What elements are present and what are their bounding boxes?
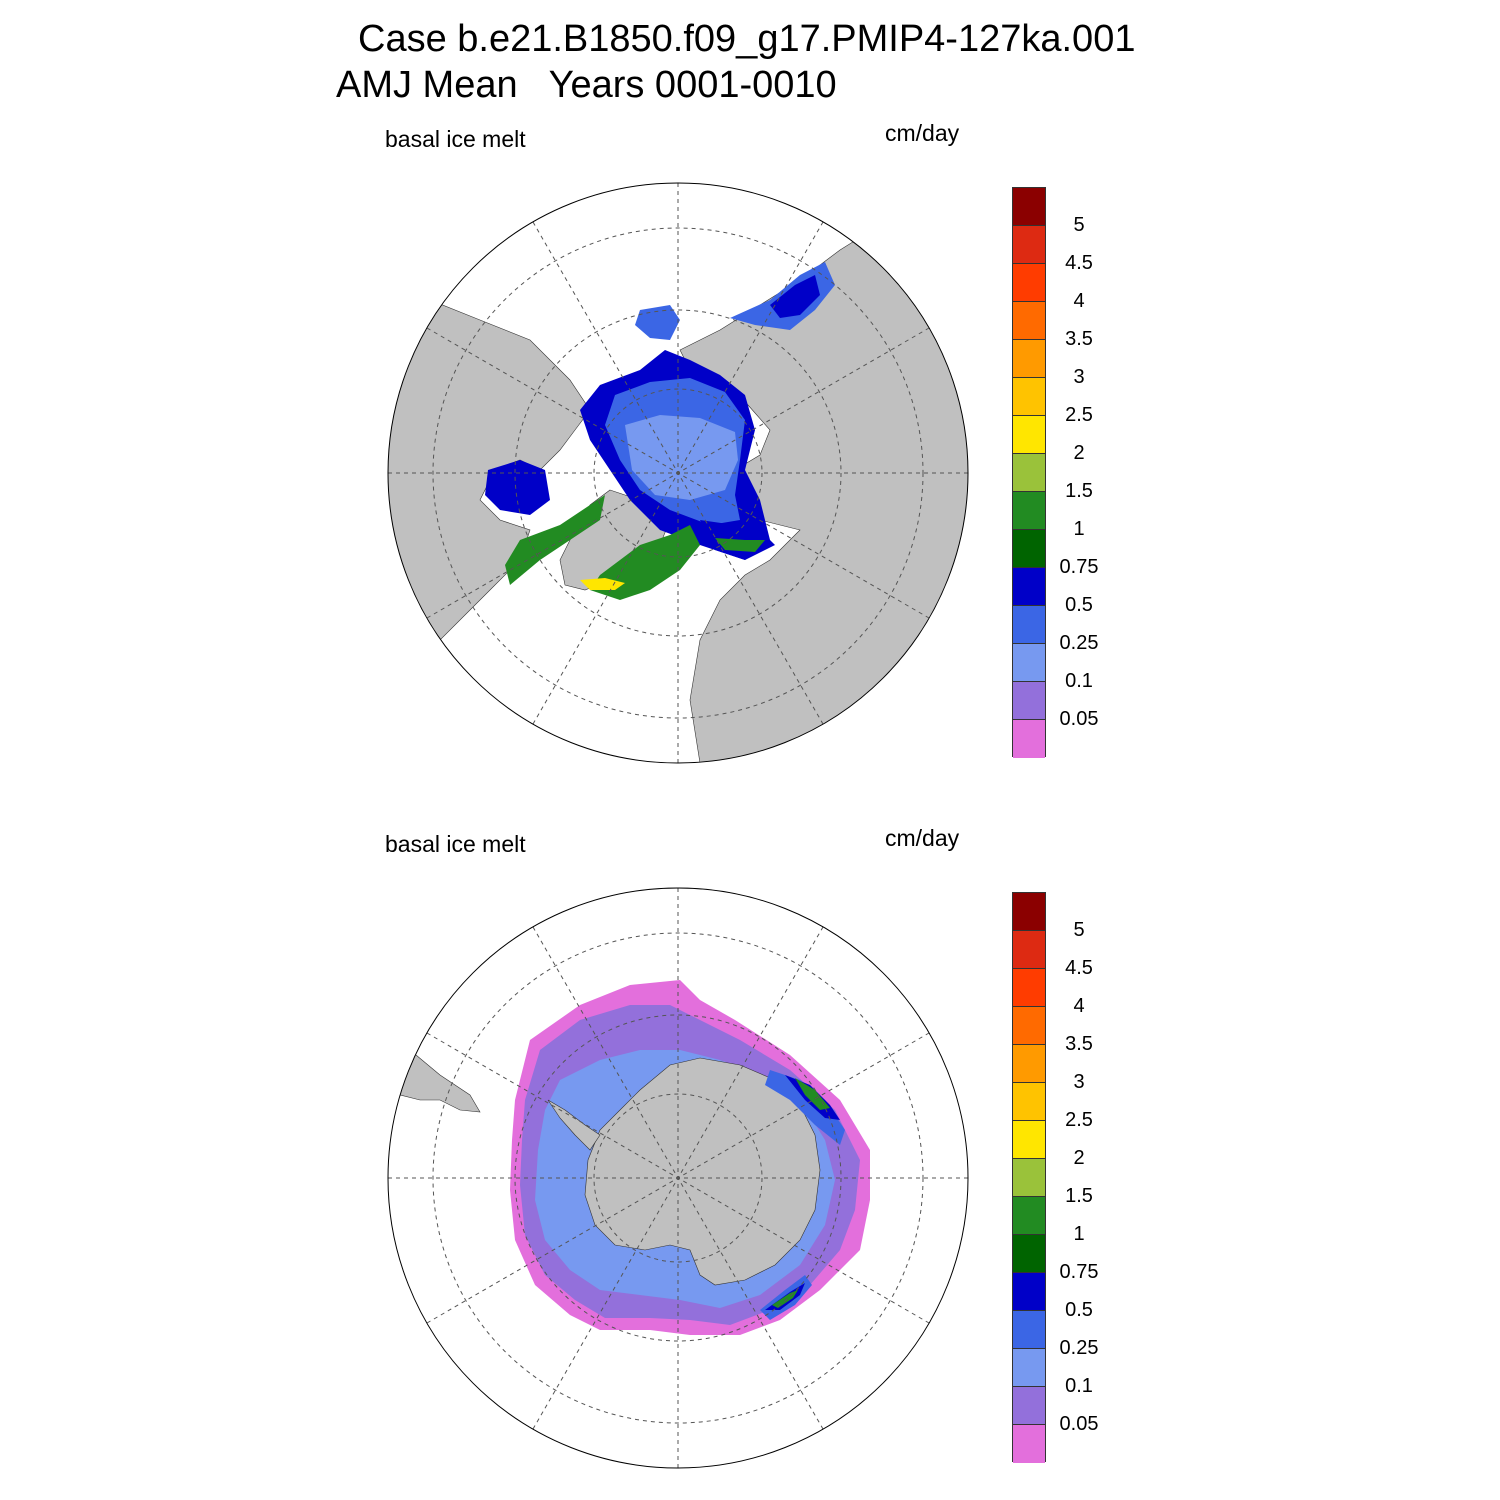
land-eurasia (679, 224, 968, 763)
north-colorbar-swatch (1013, 302, 1045, 340)
south-colorbar-label: 0.05 (1059, 1413, 1099, 1435)
south-colorbar (1012, 892, 1046, 1463)
sea-ice-bering (635, 305, 680, 340)
sea-ice-hudson-bay (485, 460, 550, 515)
sea-ice-coastal-blue (765, 1070, 845, 1145)
south-colorbar-label: 4 (1073, 995, 1085, 1017)
south-colorbar-swatch (1013, 1159, 1045, 1197)
north-colorbar-swatch (1013, 644, 1045, 682)
north-colorbar-label: 3.5 (1065, 328, 1093, 350)
sea-ice-arctic-light (625, 415, 738, 500)
south-colorbar-swatch (1013, 1311, 1045, 1349)
south-colorbar-label: 2 (1073, 1147, 1085, 1169)
north-colorbar-label: 0.75 (1059, 556, 1099, 578)
figure-subtitle: AMJ Mean Years 0001-0010 (336, 64, 837, 106)
north-colorbar-swatch (1013, 568, 1045, 606)
north-colorbar-label: 2 (1073, 442, 1085, 464)
south-colorbar-swatch (1013, 1273, 1045, 1311)
north-colorbar-swatch (1013, 226, 1045, 264)
south-colorbar-label: 5 (1073, 919, 1085, 941)
sea-ice-green-east (795, 1078, 830, 1110)
south-colorbar-label: 4.5 (1065, 957, 1093, 979)
south-colorbar-swatch (1013, 1007, 1045, 1045)
south-colorbar-label: 2.5 (1065, 1109, 1093, 1131)
north-colorbar-swatch (1013, 188, 1045, 226)
north-colorbar-swatch (1013, 340, 1045, 378)
south-colorbar-swatch (1013, 1197, 1045, 1235)
figure-title: Case b.e21.B1850.f09_g17.PMIP4-127ka.001 (358, 18, 1136, 60)
north-colorbar-label: 4.5 (1065, 252, 1093, 274)
sea-ice-okhotsk-dark (770, 275, 820, 318)
south-colorbar-swatch (1013, 1235, 1045, 1273)
south-colorbar-swatch (1013, 1425, 1045, 1463)
sea-ice-barents-green (715, 538, 765, 552)
south-colorbar-label: 1 (1073, 1223, 1085, 1245)
south-colorbar-swatch (1013, 1121, 1045, 1159)
south-colorbar-label: 1.5 (1065, 1185, 1093, 1207)
north-colorbar-label: 0.05 (1059, 708, 1099, 730)
south-colorbar-swatch (1013, 1083, 1045, 1121)
north-colorbar-label: 4 (1073, 290, 1085, 312)
south-colorbar-label: 0.25 (1059, 1337, 1099, 1359)
south-colorbar-swatch (1013, 893, 1045, 931)
north-units-label: cm/day (885, 120, 960, 146)
south-colorbar-label: 0.1 (1065, 1375, 1093, 1397)
south-colorbar-swatch (1013, 969, 1045, 1007)
north-colorbar (1012, 187, 1046, 758)
north-colorbar-swatch (1013, 530, 1045, 568)
north-colorbar-label: 1.5 (1065, 480, 1093, 502)
north-colorbar-label: 0.1 (1065, 670, 1093, 692)
south-colorbar-label: 0.75 (1059, 1261, 1099, 1283)
south-field-label: basal ice melt (385, 831, 526, 857)
south-colorbar-swatch (1013, 1045, 1045, 1083)
north-colorbar-label: 5 (1073, 214, 1085, 236)
north-field-label: basal ice melt (385, 126, 526, 152)
north-colorbar-label: 0.5 (1065, 594, 1093, 616)
south-units-label: cm/day (885, 825, 960, 851)
north-colorbar-swatch (1013, 264, 1045, 302)
north-colorbar-swatch (1013, 606, 1045, 644)
north-colorbar-swatch (1013, 720, 1045, 758)
north-colorbar-label: 1 (1073, 518, 1085, 540)
south-colorbar-swatch (1013, 931, 1045, 969)
south-colorbar-label: 3.5 (1065, 1033, 1093, 1055)
north-colorbar-label: 2.5 (1065, 404, 1093, 426)
south-colorbar-swatch (1013, 1349, 1045, 1387)
north-colorbar-swatch (1013, 416, 1045, 454)
north-colorbar-swatch (1013, 682, 1045, 720)
sea-ice-greenland-sea-yellow (580, 578, 625, 590)
north-colorbar-swatch (1013, 378, 1045, 416)
north-colorbar-label: 0.25 (1059, 632, 1099, 654)
south-colorbar-label: 3 (1073, 1071, 1085, 1093)
sea-ice-labrador (505, 495, 605, 585)
north-colorbar-label: 3 (1073, 366, 1085, 388)
north-colorbar-swatch (1013, 492, 1045, 530)
north-colorbar-swatch (1013, 454, 1045, 492)
south-colorbar-label: 0.5 (1065, 1299, 1093, 1321)
south-colorbar-swatch (1013, 1387, 1045, 1425)
